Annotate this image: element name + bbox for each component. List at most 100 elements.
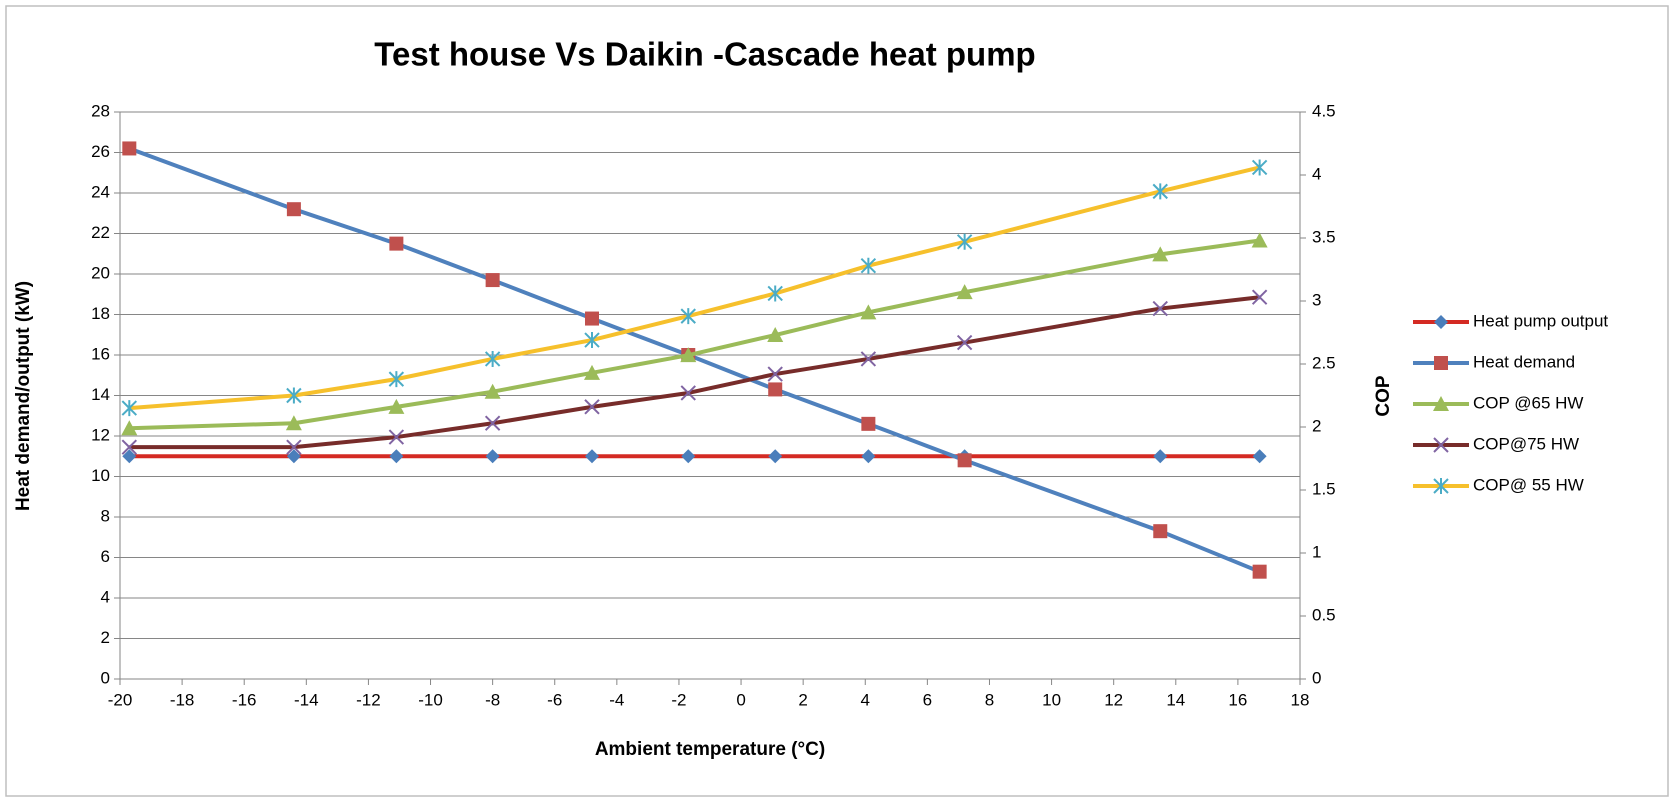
point bbox=[584, 364, 600, 380]
point bbox=[485, 273, 500, 288]
x-tick-label: -6 bbox=[547, 690, 562, 709]
x-tick-label: 12 bbox=[1104, 690, 1123, 709]
y-tick-label: 16 bbox=[91, 344, 110, 363]
legend-item: Heat pump output bbox=[1413, 311, 1608, 330]
point bbox=[680, 385, 696, 401]
y-tick-label: 26 bbox=[91, 142, 110, 161]
point bbox=[484, 383, 501, 399]
y-tick-label: 22 bbox=[91, 223, 110, 242]
point bbox=[1153, 449, 1168, 464]
y-tick-label: 20 bbox=[91, 263, 110, 282]
point bbox=[389, 449, 404, 464]
y-tick-label: 10 bbox=[91, 466, 110, 485]
point bbox=[1152, 246, 1169, 262]
point bbox=[860, 351, 877, 367]
x-tick-label: 10 bbox=[1042, 690, 1061, 709]
point bbox=[285, 415, 302, 431]
y-tick-label: 28 bbox=[91, 101, 110, 120]
point bbox=[484, 415, 501, 431]
series bbox=[121, 232, 1268, 436]
point bbox=[1433, 396, 1449, 411]
x-tick-label: 0 bbox=[736, 690, 745, 709]
y-tick-label: 2 bbox=[101, 628, 110, 647]
point bbox=[956, 233, 973, 250]
y2-tick-label: 1 bbox=[1312, 542, 1321, 561]
x-tick-label: 6 bbox=[923, 690, 932, 709]
point bbox=[860, 257, 877, 274]
point bbox=[768, 382, 783, 397]
y-tick-label: 14 bbox=[91, 385, 110, 404]
point bbox=[861, 449, 876, 464]
chart-title: Test house Vs Daikin -Cascade heat pump bbox=[374, 36, 1035, 73]
point bbox=[286, 439, 302, 455]
x-tick-label: -16 bbox=[232, 690, 257, 709]
point bbox=[1251, 289, 1268, 305]
point bbox=[1434, 356, 1448, 370]
point bbox=[860, 304, 877, 320]
series bbox=[121, 159, 1268, 417]
point bbox=[1152, 300, 1168, 317]
point bbox=[585, 449, 599, 464]
y-tick-label: 8 bbox=[101, 506, 110, 525]
x-tick-label: 16 bbox=[1228, 690, 1247, 709]
x-tick-label: 4 bbox=[861, 690, 870, 709]
point bbox=[484, 350, 501, 367]
point bbox=[680, 347, 697, 363]
point bbox=[584, 332, 600, 349]
legend-item: Heat demand bbox=[1413, 352, 1575, 371]
y2-tick-label: 0 bbox=[1312, 668, 1321, 687]
point bbox=[1251, 159, 1268, 176]
point bbox=[956, 334, 973, 351]
legend-label: Heat demand bbox=[1473, 352, 1575, 371]
legend-label: COP@ 55 HW bbox=[1473, 475, 1584, 494]
y-tick-label: 4 bbox=[101, 587, 110, 606]
point bbox=[121, 439, 138, 455]
point bbox=[1152, 183, 1168, 200]
point bbox=[957, 453, 972, 468]
point bbox=[767, 327, 784, 343]
x-tick-label: 14 bbox=[1166, 690, 1185, 709]
point bbox=[585, 311, 599, 326]
point bbox=[768, 449, 783, 464]
x-tick-label: 18 bbox=[1291, 690, 1310, 709]
y2-axis-title: COP bbox=[1373, 375, 1394, 417]
x-tick-label: -2 bbox=[671, 690, 686, 709]
y2-tick-label: 4.5 bbox=[1312, 101, 1336, 120]
legend-item: COP @65 HW bbox=[1413, 393, 1583, 412]
y-tick-label: 6 bbox=[101, 547, 110, 566]
y2-tick-label: 2.5 bbox=[1312, 353, 1336, 372]
x-tick-label: -14 bbox=[294, 690, 319, 709]
point bbox=[286, 202, 301, 217]
point bbox=[286, 387, 302, 404]
y2-tick-label: 2 bbox=[1312, 416, 1321, 435]
point bbox=[680, 308, 696, 325]
point bbox=[584, 399, 600, 415]
point bbox=[388, 429, 405, 445]
point bbox=[388, 371, 405, 388]
point bbox=[1251, 232, 1268, 248]
point bbox=[485, 449, 500, 464]
point bbox=[767, 366, 783, 382]
y-tick-label: 0 bbox=[101, 668, 110, 687]
point bbox=[1153, 524, 1168, 539]
x-tick-label: 2 bbox=[798, 690, 807, 709]
y-tick-label: 18 bbox=[91, 304, 110, 323]
point bbox=[681, 449, 696, 464]
x-tick-label: -8 bbox=[485, 690, 500, 709]
point bbox=[1433, 437, 1449, 453]
x-tick-label: -12 bbox=[356, 690, 381, 709]
x-tick-label: -20 bbox=[108, 690, 133, 709]
legend-item: COP@ 55 HW bbox=[1413, 475, 1584, 494]
y2-tick-label: 0.5 bbox=[1312, 605, 1336, 624]
series bbox=[121, 289, 1268, 455]
y-axis-title: Heat demand/output (kW) bbox=[13, 281, 34, 511]
y-tick-label: 12 bbox=[91, 425, 110, 444]
x-axis-title: Ambient temperature (°C) bbox=[595, 739, 825, 760]
point bbox=[122, 141, 137, 156]
point bbox=[767, 285, 783, 302]
point bbox=[121, 400, 138, 417]
y2-tick-label: 1.5 bbox=[1312, 479, 1336, 498]
x-tick-label: -10 bbox=[418, 690, 443, 709]
